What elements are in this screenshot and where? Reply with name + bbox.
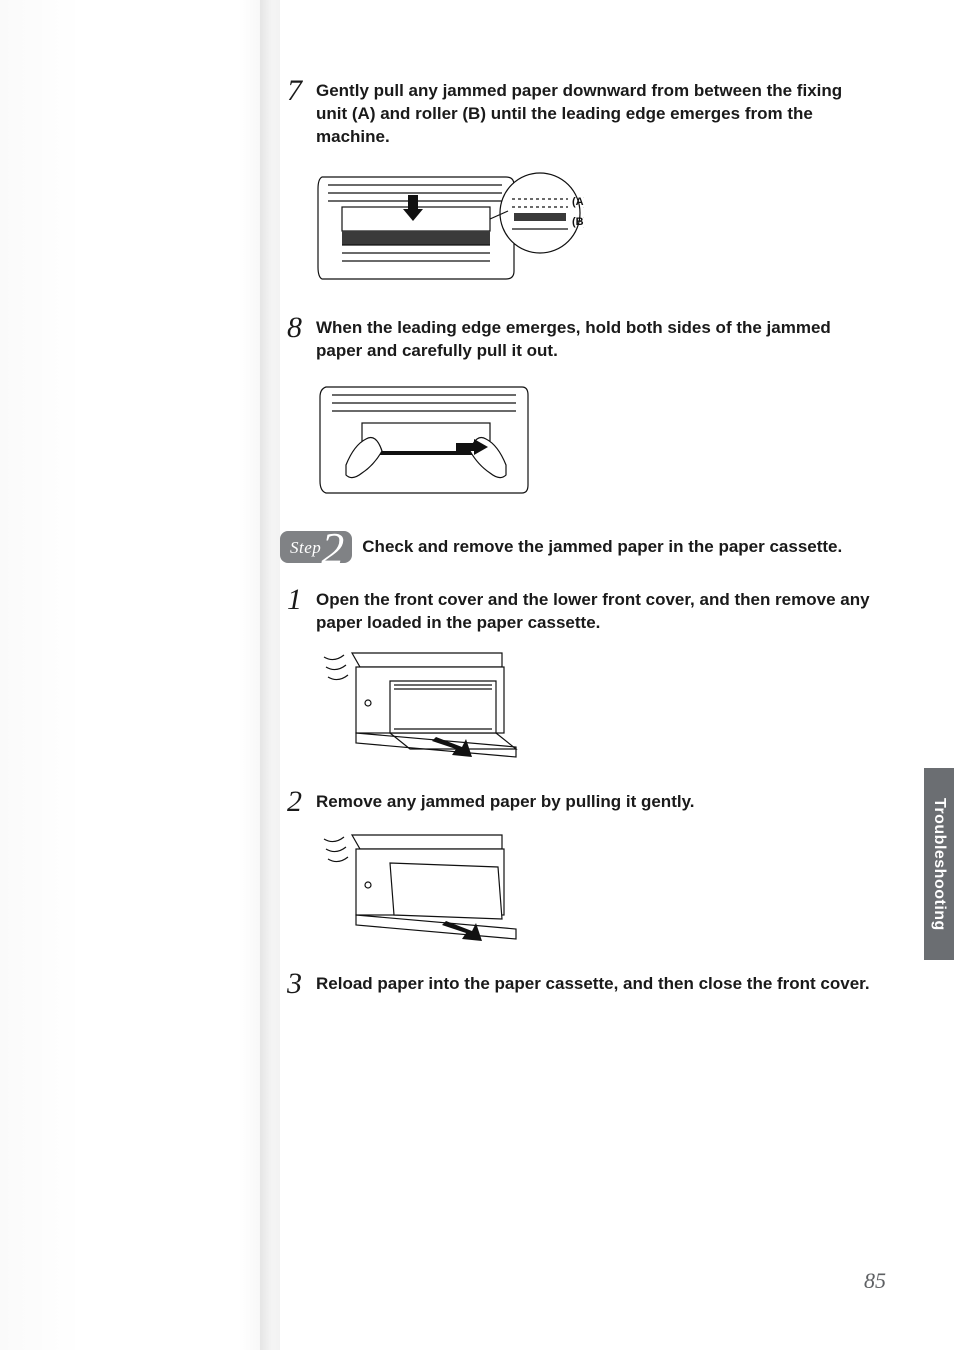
section-tab: Troubleshooting [924,768,954,960]
instruction-text: Gently pull any jammed paper downward fr… [316,80,876,149]
section-tab-label: Troubleshooting [930,798,948,931]
instruction-number: 7 [280,76,302,106]
step-title: Check and remove the jammed paper in the… [362,537,842,557]
instruction-item-7: 7 Gently pull any jammed paper downward … [280,80,894,149]
instruction-item-2b: 2 Remove any jammed paper by pulling it … [280,791,894,817]
instruction-number: 8 [280,313,302,343]
page: 7 Gently pull any jammed paper downward … [0,0,954,1350]
instruction-text: Reload paper into the paper cassette, an… [316,973,870,996]
callout-label-B: (B) [572,216,584,228]
step-label: Step [290,538,321,558]
instruction-number: 3 [280,969,302,999]
instruction-number: 2 [280,787,302,817]
instruction-item-1b: 1 Open the front cover and the lower fro… [280,589,894,635]
instruction-text: When the leading edge emerges, hold both… [316,317,876,363]
figure-substep-2 [316,827,894,947]
step-badge: Step 2 [280,531,352,563]
page-gutter-shadow [260,0,280,1350]
instruction-item-3b: 3 Reload paper into the paper cassette, … [280,973,894,999]
page-binding-shadow [0,0,280,1350]
step-header: Step 2 Check and remove the jammed paper… [280,531,894,563]
instruction-item-8: 8 When the leading edge emerges, hold bo… [280,317,894,363]
step-number: 2 [321,532,344,567]
page-number: 85 [864,1268,886,1294]
instruction-number: 1 [280,585,302,615]
figure-step-8 [316,373,894,501]
figure-step-7: (A) (B) [316,159,894,291]
instruction-text: Open the front cover and the lower front… [316,589,876,635]
figure-substep-1 [316,645,894,765]
instruction-text: Remove any jammed paper by pulling it ge… [316,791,695,814]
callout-label-A: (A) [572,196,584,208]
